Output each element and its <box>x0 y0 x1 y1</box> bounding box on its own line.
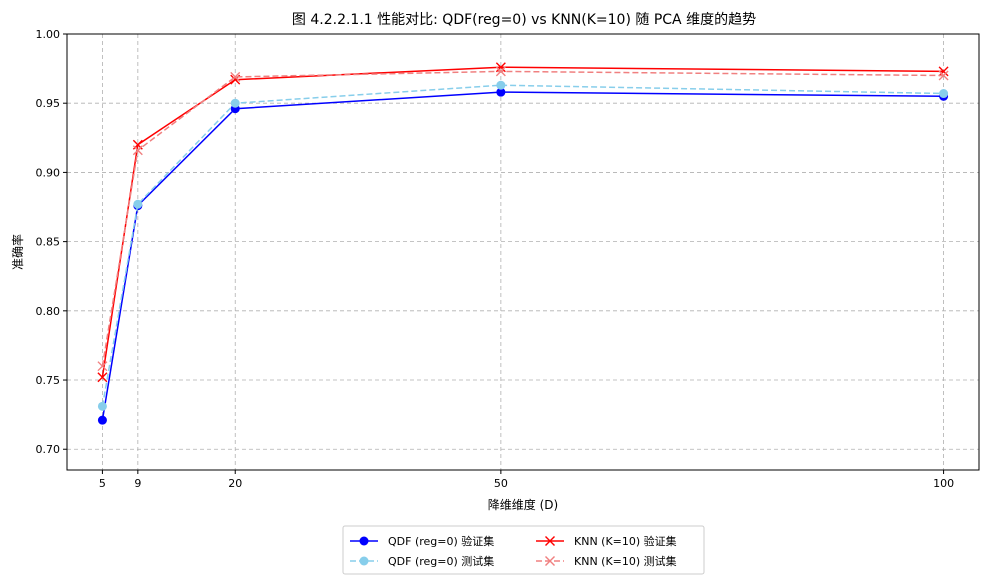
legend: QDF (reg=0) 验证集 QDF (reg=0) 测试集 KNN (K=10)… <box>342 525 705 575</box>
series-line <box>101 91 944 421</box>
legend-label: QDF (reg=0) 验证集 <box>388 534 494 548</box>
data-point <box>496 87 506 97</box>
plot-area <box>66 33 980 471</box>
data-point <box>97 361 108 372</box>
data-point <box>230 98 240 108</box>
data-point <box>495 66 506 77</box>
data-point <box>495 62 506 73</box>
series-line <box>101 70 944 367</box>
series-group <box>97 62 949 425</box>
data-point <box>938 70 949 81</box>
data-point <box>545 536 555 546</box>
data-point <box>545 556 555 566</box>
legend-item: QDF (reg=0) 验证集 <box>350 534 494 548</box>
data-point <box>939 89 949 99</box>
y-axis-label: 准确率 <box>10 234 25 270</box>
data-point <box>97 415 107 425</box>
chart-title: 图 4.2.2.1.1 性能对比: QDF(reg=0) vs KNN(K=10… <box>292 12 756 28</box>
data-point <box>97 401 107 411</box>
grid-lines <box>67 33 979 470</box>
legend-label: QDF (reg=0) 测试集 <box>388 554 494 568</box>
data-point <box>938 66 949 77</box>
legend-label: KNN (K=10) 测试集 <box>574 554 677 568</box>
legend-item: KNN (K=10) 验证集 <box>536 534 677 548</box>
legend-label: KNN (K=10) 验证集 <box>574 534 677 548</box>
data-point <box>133 199 143 209</box>
series-line <box>101 66 944 378</box>
series-line <box>101 84 944 407</box>
legend-item: QDF (reg=0) 测试集 <box>350 554 494 568</box>
data-point <box>230 71 241 82</box>
y-tick-label: 0.80 <box>36 305 61 318</box>
y-tick-label: 0.95 <box>36 97 61 110</box>
series-1 <box>97 87 949 425</box>
data-point <box>132 145 143 156</box>
legend-item: KNN (K=10) 测试集 <box>536 554 677 568</box>
x-axis-label: 降维维度 (D) <box>488 497 558 512</box>
legend-box <box>342 525 705 575</box>
data-point <box>359 556 369 566</box>
x-tick-label: 50 <box>494 477 508 490</box>
data-point <box>496 80 506 90</box>
y-tick-label: 1.00 <box>36 28 61 41</box>
data-point <box>97 372 108 383</box>
y-axis: 0.70 0.75 0.80 0.85 0.90 0.95 1.00 <box>36 28 67 456</box>
series-3 <box>97 62 949 383</box>
y-tick-label: 0.85 <box>36 236 61 249</box>
series-4 <box>97 66 949 372</box>
x-axis: 5 9 20 50 100 <box>99 470 954 490</box>
series-2 <box>97 80 949 411</box>
y-tick-label: 0.70 <box>36 443 61 456</box>
x-tick-label: 20 <box>228 477 242 490</box>
x-tick-label: 9 <box>134 477 141 490</box>
y-tick-label: 0.90 <box>36 166 61 179</box>
x-tick-label: 5 <box>99 477 106 490</box>
x-tick-label: 100 <box>933 477 954 490</box>
data-point <box>359 536 369 546</box>
y-tick-label: 0.75 <box>36 374 61 387</box>
